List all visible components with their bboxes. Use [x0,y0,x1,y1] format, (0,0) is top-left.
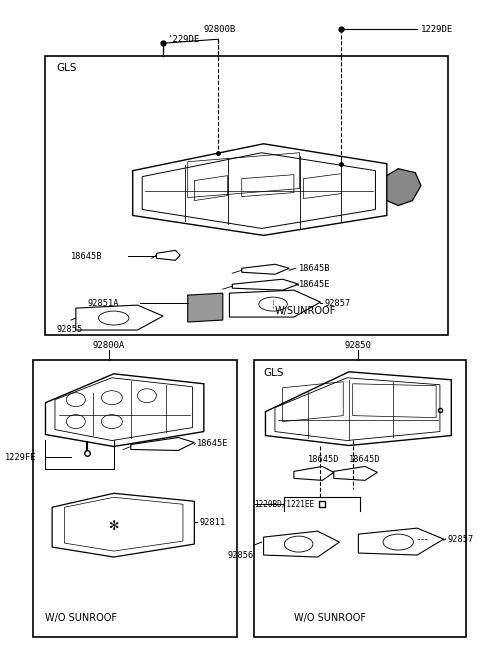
Text: 92856: 92856 [228,551,254,560]
Polygon shape [188,293,223,322]
Text: 1229DE: 1229DE [421,25,453,34]
Text: 18645B: 18645B [299,263,330,273]
Text: W/O SUNROOF: W/O SUNROOF [46,613,118,623]
Text: 1229FE: 1229FE [4,453,36,462]
Text: 18645D: 18645D [349,455,381,464]
Text: 92850: 92850 [345,341,372,350]
Text: 18645D: 18645D [308,455,340,464]
Text: 92857: 92857 [324,299,350,307]
Text: 92851A: 92851A [87,299,119,307]
Text: GLS: GLS [264,368,284,378]
Text: GLS: GLS [57,63,77,73]
Polygon shape [387,169,421,206]
Bar [254,360,467,637]
Bar [33,360,237,637]
Text: 92855: 92855 [57,325,83,334]
Text: 92800A: 92800A [93,341,125,350]
Text: ✻: ✻ [108,520,119,533]
Text: W/O SUNROOF: W/O SUNROOF [294,613,366,623]
Text: W/SUNROOF: W/SUNROOF [275,306,336,316]
Text: 18645E: 18645E [197,439,228,448]
Text: 92857: 92857 [447,535,474,543]
Bar [46,56,447,335]
Text: 1220BD/1221EE: 1220BD/1221EE [254,500,314,509]
Text: 18645E: 18645E [299,280,330,288]
Text: 18645B: 18645B [71,252,103,261]
Text: 92811: 92811 [199,518,225,527]
Text: 92800B: 92800B [204,25,236,34]
Text: '229DE: '229DE [168,35,200,44]
